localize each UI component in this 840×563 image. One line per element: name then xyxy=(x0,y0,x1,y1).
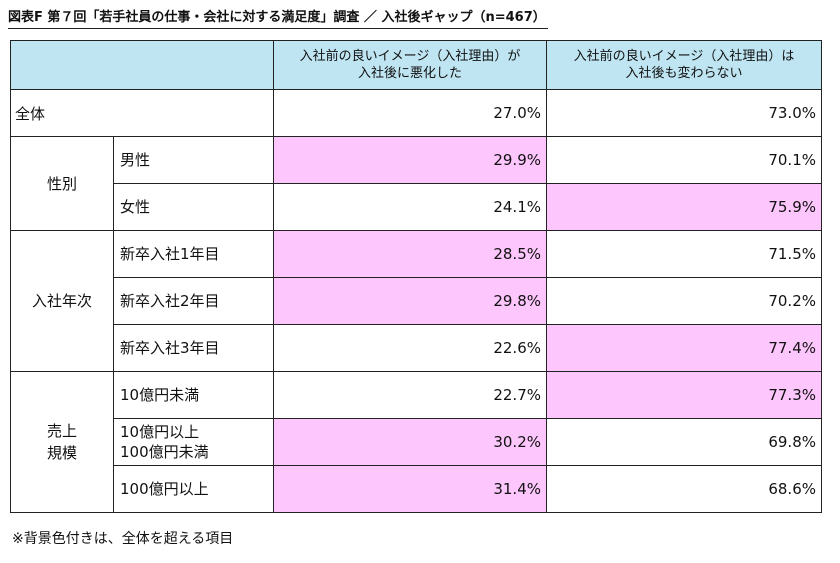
row-label: 新卒入社1年目 xyxy=(113,230,274,278)
row-label: 10億円以上 100億円未満 xyxy=(113,418,274,466)
unchanged-value: 68.6% xyxy=(546,465,822,513)
header-unchanged: 入社前の良いイメージ（入社理由）は 入社後も変わらない xyxy=(546,40,822,90)
unchanged-value: 77.4% xyxy=(546,324,822,372)
worsened-value: 29.8% xyxy=(273,277,547,325)
worsened-value: 31.4% xyxy=(273,465,547,513)
row-label: 新卒入社3年目 xyxy=(113,324,274,372)
worsened-value: 29.9% xyxy=(273,136,547,184)
header-blank xyxy=(10,40,274,90)
worsened-value: 22.7% xyxy=(273,371,547,419)
worsened-value: 28.5% xyxy=(273,230,547,278)
table-row: 100億円以上 31.4% 68.6% xyxy=(11,465,822,513)
row-label: 100億円以上 xyxy=(113,465,274,513)
table-row: 新卒入社2年目 29.8% 70.2% xyxy=(11,277,822,325)
group-label: 入社年次 xyxy=(10,230,114,372)
worsened-value: 24.1% xyxy=(273,183,547,231)
header-worsened: 入社前の良いイメージ（入社理由）が 入社後に悪化した xyxy=(273,40,547,90)
total-unchanged-value: 73.0% xyxy=(546,89,822,137)
table-row: 入社年次 新卒入社1年目 28.5% 71.5% xyxy=(10,230,822,372)
worsened-value: 22.6% xyxy=(273,324,547,372)
table-row: 女性 24.1% 75.9% xyxy=(11,183,822,231)
worsened-value: 30.2% xyxy=(273,418,547,466)
group-label: 性別 xyxy=(10,136,114,231)
table-row: 性別 男性 29.9% 70.1% xyxy=(10,136,822,231)
gap-table: 入社前の良いイメージ（入社理由）が 入社後に悪化した 入社前の良いイメージ（入社… xyxy=(10,40,822,513)
table-row: 新卒入社3年目 22.6% 77.4% xyxy=(11,324,822,372)
table-row: 売上 規模 10億円未満 22.7% 77.3% xyxy=(10,371,822,513)
table-row: 10億円以上 100億円未満 30.2% 69.8% xyxy=(11,418,822,466)
footnote: ※背景色付きは、全体を超える項目 xyxy=(12,531,234,547)
unchanged-value: 70.2% xyxy=(546,277,822,325)
unchanged-value: 71.5% xyxy=(546,230,822,278)
unchanged-value: 69.8% xyxy=(546,418,822,466)
unchanged-value: 77.3% xyxy=(546,371,822,419)
row-label: 10億円未満 xyxy=(113,371,274,419)
unchanged-value: 75.9% xyxy=(546,183,822,231)
total-label: 全体 xyxy=(10,89,274,137)
row-label: 女性 xyxy=(113,183,274,231)
row-label: 男性 xyxy=(113,136,274,184)
group-rows: 性別 男性 29.9% 70.1% 女性 24.1% 75.9% 入社年次 新卒入社1年目 28.… xyxy=(10,136,822,513)
total-worsened-value: 27.0% xyxy=(273,89,547,137)
unchanged-value: 70.1% xyxy=(546,136,822,184)
figure-title: 図表F 第７回「若手社員の仕事・会社に対する満足度」調査 ／ 入社後ギャップ（n… xyxy=(8,8,548,29)
group-label: 売上 規模 xyxy=(10,371,114,513)
row-label: 新卒入社2年目 xyxy=(113,277,274,325)
